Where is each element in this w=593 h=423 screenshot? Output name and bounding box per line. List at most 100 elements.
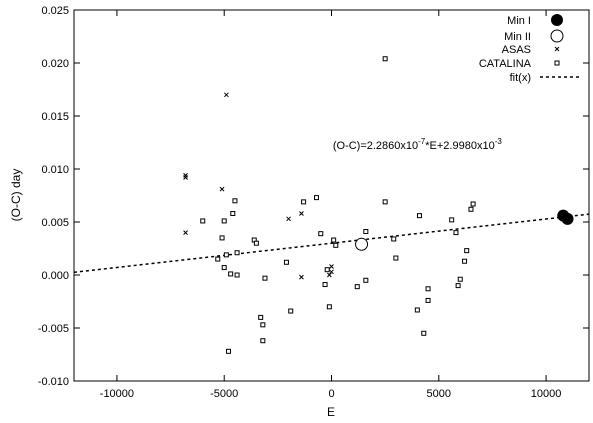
catalina-point bbox=[283, 259, 289, 265]
x-tick-label: -5000 bbox=[210, 388, 238, 400]
asas-point bbox=[183, 230, 188, 235]
catalina-point bbox=[391, 236, 397, 242]
x-tick-label: 10000 bbox=[531, 388, 562, 400]
asas-point bbox=[299, 274, 304, 280]
catalina-point bbox=[228, 271, 234, 277]
x-tick-label: 5000 bbox=[427, 388, 451, 400]
y-tick-label: 0.020 bbox=[41, 58, 69, 70]
annotation-exponent-1: -7 bbox=[418, 137, 426, 146]
legend-label-min-ii: Min II bbox=[504, 31, 531, 43]
catalina-point bbox=[230, 211, 236, 217]
catalina-point bbox=[215, 256, 221, 262]
asas-point bbox=[329, 269, 334, 275]
catalina-point bbox=[234, 272, 240, 278]
catalina-point bbox=[425, 297, 431, 303]
y-tick-label: 0.000 bbox=[41, 270, 69, 282]
catalina-point bbox=[301, 199, 307, 205]
catalina-point bbox=[363, 277, 369, 283]
catalina-point bbox=[382, 56, 388, 62]
x-tick-label: -10000 bbox=[100, 388, 134, 400]
catalina-point bbox=[382, 199, 388, 205]
x-axis-label: E bbox=[327, 405, 335, 419]
catalina-point bbox=[457, 276, 463, 282]
catalina-point bbox=[232, 198, 238, 204]
legend-label-catalina: CATALINA bbox=[479, 58, 532, 70]
catalina-point bbox=[258, 314, 264, 320]
catalina-point bbox=[331, 237, 337, 243]
x-tick-label: 0 bbox=[328, 388, 334, 400]
catalina-point bbox=[260, 322, 266, 328]
asas-point bbox=[224, 92, 229, 98]
legend-label-fit: fit(x) bbox=[510, 72, 531, 84]
y-tick-label: -0.005 bbox=[38, 323, 69, 335]
catalina-point bbox=[468, 206, 474, 212]
catalina-point bbox=[219, 235, 225, 241]
legend: Min I Min II ASAS CATALINA fit(x) bbox=[479, 14, 582, 84]
y-tick-label: 0.010 bbox=[41, 164, 69, 176]
asas-point-stroke bbox=[183, 175, 188, 180]
catalina-point bbox=[393, 255, 399, 261]
asas-point-stroke bbox=[299, 211, 304, 216]
asas-point-stroke bbox=[329, 264, 334, 269]
catalina-point bbox=[326, 304, 332, 310]
catalina-point bbox=[221, 218, 227, 224]
y-tick-label: 0.015 bbox=[41, 111, 69, 123]
catalina-point bbox=[262, 275, 268, 281]
catalina-point bbox=[318, 231, 324, 237]
fit-line bbox=[73, 213, 590, 274]
asas-point bbox=[329, 264, 334, 269]
y-tick-label: 0.005 bbox=[41, 217, 69, 229]
catalina-point bbox=[322, 282, 328, 288]
catalina-point bbox=[253, 240, 259, 246]
catalina-point bbox=[200, 218, 206, 224]
asas-point bbox=[327, 272, 332, 278]
asas-point-stroke bbox=[299, 274, 304, 280]
catalina-point bbox=[425, 286, 431, 292]
legend-marker-min-ii bbox=[550, 29, 564, 43]
legend-marker-min-i bbox=[551, 14, 563, 26]
marks-layer bbox=[73, 56, 590, 354]
asas-point bbox=[219, 186, 225, 192]
annotation-base: (O-C)=2.2860x10 bbox=[333, 140, 418, 152]
catalina-point bbox=[414, 307, 420, 313]
asas-point-stroke bbox=[329, 269, 334, 275]
catalina-point bbox=[223, 252, 229, 258]
asas-point-stroke bbox=[327, 272, 332, 278]
annotation-mid: *E+2.9980x10 bbox=[425, 140, 494, 152]
legend-label-min-i: Min I bbox=[507, 15, 531, 27]
asas-point bbox=[183, 175, 188, 180]
catalina-point bbox=[363, 229, 369, 235]
catalina-point bbox=[260, 338, 266, 344]
catalina-point bbox=[333, 242, 339, 248]
catalina-point bbox=[226, 348, 231, 354]
catalina-point bbox=[455, 283, 461, 289]
y-axis-label: (O-C) day bbox=[9, 169, 23, 222]
catalina-point bbox=[464, 248, 470, 254]
asas-point bbox=[286, 216, 291, 222]
catalina-point bbox=[324, 267, 330, 273]
annotation-exponent-2: -3 bbox=[495, 137, 503, 146]
catalina-point bbox=[221, 265, 227, 271]
asas-point bbox=[299, 211, 304, 216]
y-tick-label: -0.010 bbox=[38, 376, 69, 388]
legend-marker-catalina bbox=[554, 60, 560, 66]
catalina-point bbox=[421, 330, 427, 336]
legend-label-asas: ASAS bbox=[502, 44, 531, 56]
legend-marker-asas bbox=[554, 46, 560, 52]
catalina-point bbox=[470, 201, 476, 207]
catalina-point bbox=[416, 213, 422, 219]
min-i-point bbox=[561, 212, 574, 225]
asas-point-stroke bbox=[224, 92, 229, 98]
asas-point-stroke bbox=[286, 216, 291, 222]
fit-equation-annotation: (O-C)=2.2860x10-7*E+2.9980x10-3 bbox=[333, 137, 503, 152]
catalina-point bbox=[288, 308, 294, 314]
catalina-point bbox=[354, 284, 360, 290]
catalina-point bbox=[313, 195, 319, 201]
ticks-layer: -10000 -5000 0 5000 10000 -0.010 -0.005 0.000 0.… bbox=[38, 5, 589, 400]
catalina-point bbox=[453, 230, 459, 236]
catalina-point bbox=[462, 258, 468, 264]
asas-point-stroke bbox=[219, 186, 225, 192]
asas-point-stroke bbox=[183, 230, 188, 235]
